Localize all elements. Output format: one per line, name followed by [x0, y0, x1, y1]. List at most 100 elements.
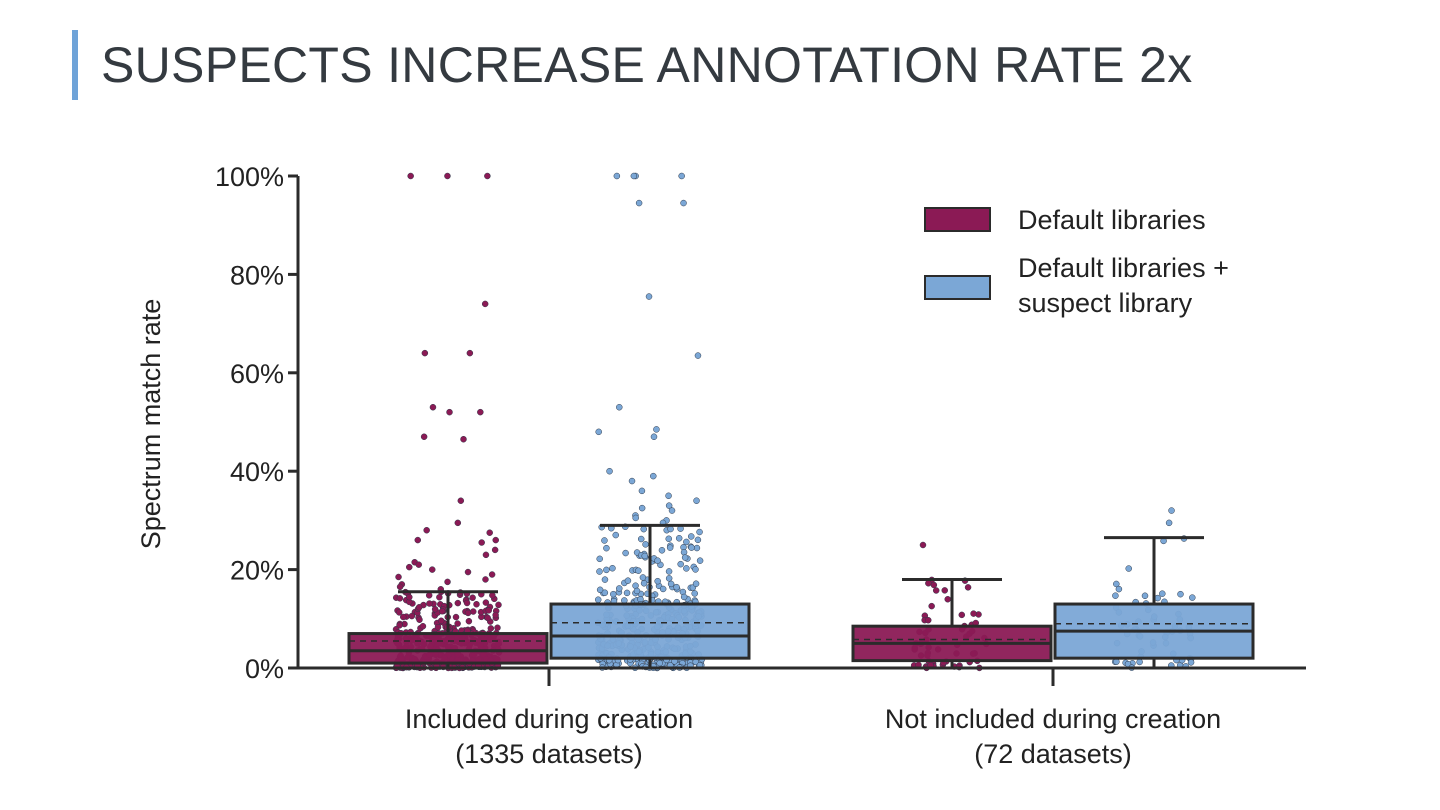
y-tick-label: 0%	[245, 654, 284, 684]
data-point	[415, 561, 423, 568]
data-point	[680, 593, 688, 601]
y-tick-label: 100%	[215, 162, 284, 192]
data-point	[492, 611, 499, 619]
x-tick-sublabel: (1335 datasets)	[455, 739, 643, 769]
data-point	[659, 585, 667, 593]
data-point	[420, 433, 428, 441]
data-point	[438, 607, 446, 615]
data-point	[680, 549, 688, 556]
data-point	[944, 596, 951, 603]
data-point	[601, 537, 608, 544]
data-point	[964, 584, 972, 591]
data-point	[416, 616, 423, 623]
data-point	[400, 613, 407, 621]
data-point	[665, 502, 673, 509]
data-point	[473, 600, 480, 608]
data-point	[454, 620, 461, 627]
data-point	[1115, 585, 1123, 593]
y-tick-label: 60%	[230, 359, 284, 389]
data-point	[1125, 565, 1132, 572]
data-point	[482, 599, 490, 606]
data-point	[665, 492, 672, 500]
data-point	[696, 557, 704, 564]
data-point	[692, 566, 699, 573]
y-axis-label: Spectrum match rate	[136, 299, 166, 550]
data-point	[444, 578, 451, 586]
data-point	[693, 497, 700, 504]
data-point	[494, 624, 501, 632]
data-point	[425, 592, 433, 599]
data-point	[428, 566, 436, 573]
data-point	[667, 525, 674, 533]
data-point	[429, 403, 437, 411]
data-point	[465, 617, 473, 625]
data-point	[641, 552, 648, 560]
data-point	[677, 560, 684, 568]
data-point	[638, 504, 646, 512]
data-point	[415, 604, 423, 611]
data-point	[406, 593, 413, 601]
data-point	[665, 568, 673, 575]
data-point	[454, 599, 462, 607]
data-point	[1177, 590, 1184, 598]
data-point	[396, 595, 404, 602]
data-point	[487, 625, 495, 632]
data-point	[1112, 592, 1119, 599]
data-point	[395, 609, 403, 616]
data-point	[481, 300, 489, 308]
data-point	[665, 575, 673, 582]
data-point	[477, 408, 484, 416]
data-point	[925, 580, 932, 587]
data-point	[1159, 590, 1166, 597]
data-point	[486, 529, 493, 536]
data-point	[596, 555, 603, 563]
data-point	[414, 536, 422, 544]
y-tick-label: 40%	[230, 457, 284, 487]
data-point	[1168, 507, 1175, 514]
data-point	[632, 514, 639, 522]
data-point	[457, 497, 465, 504]
data-point	[658, 547, 666, 554]
data-point	[469, 594, 476, 601]
data-point	[446, 408, 453, 416]
data-point	[958, 611, 966, 619]
data-point	[930, 581, 938, 589]
data-point	[630, 172, 638, 180]
data-point	[485, 607, 492, 614]
data-point	[452, 613, 460, 621]
data-point	[683, 565, 690, 572]
data-point	[696, 528, 703, 536]
data-point	[691, 590, 698, 597]
data-point	[633, 587, 641, 595]
data-point	[601, 576, 609, 583]
data-point	[635, 199, 643, 207]
data-point	[601, 589, 609, 596]
legend-swatch	[924, 275, 991, 300]
data-point	[687, 533, 695, 540]
data-point	[666, 544, 674, 551]
data-point	[484, 614, 491, 622]
title-accent-bar	[72, 30, 78, 100]
data-point	[482, 551, 490, 559]
data-point	[650, 472, 657, 480]
data-point	[595, 428, 602, 436]
data-point	[645, 293, 653, 300]
slide-title: SUSPECTS INCREASE ANNOTATION RATE 2x	[101, 37, 1193, 93]
x-tick-sublabel: (72 datasets)	[974, 739, 1132, 769]
data-point	[635, 567, 642, 574]
data-point	[491, 546, 499, 554]
data-point	[408, 612, 416, 620]
data-point	[426, 600, 433, 607]
data-point	[594, 596, 602, 603]
legend-swatch	[924, 207, 991, 232]
data-point	[488, 571, 496, 578]
data-point	[692, 580, 700, 587]
data-point	[610, 590, 617, 598]
legend-label: suspect library	[1018, 288, 1193, 318]
data-point	[423, 526, 430, 534]
data-point	[454, 519, 462, 527]
data-point	[436, 594, 443, 601]
data-point	[642, 541, 649, 548]
data-point	[654, 577, 661, 585]
